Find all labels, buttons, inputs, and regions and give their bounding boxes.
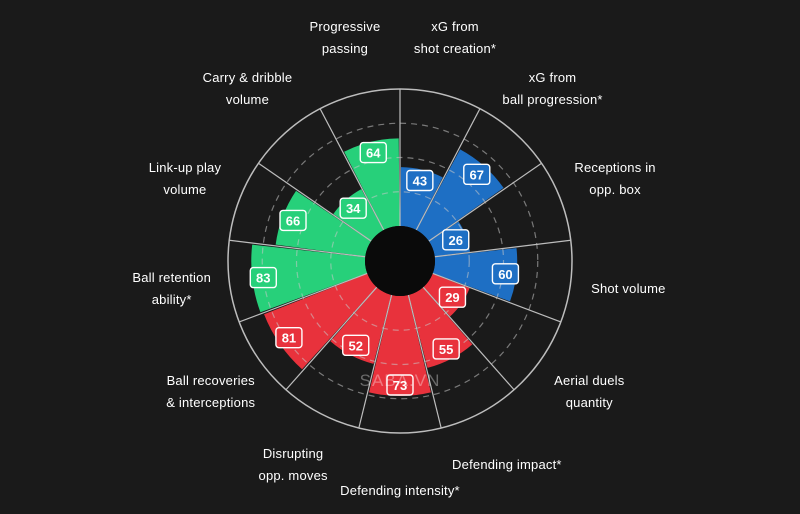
spoke-10 (238, 272, 368, 323)
value-badge-box (359, 141, 387, 164)
category-label: Ball recoveries & interceptions (166, 372, 256, 410)
value-label: 73 (393, 378, 407, 393)
grid-ring-1 (330, 191, 470, 331)
value-badge-box (339, 197, 367, 219)
value-badge-4: 60 (491, 263, 520, 285)
center-hole (365, 226, 435, 296)
value-badge-box (438, 286, 467, 308)
value-badge-9: 81 (275, 326, 303, 349)
value-label: 52 (349, 338, 363, 353)
value-badge-box (491, 263, 520, 285)
value-badge-2: 67 (463, 163, 491, 186)
value-badge-7: 73 (386, 374, 414, 396)
spoke-6 (422, 286, 515, 391)
value-badge-13: 64 (359, 141, 387, 164)
value-badge-box (463, 163, 491, 186)
spoke-2 (415, 108, 481, 231)
spoke-12 (258, 162, 372, 242)
spoke-7 (407, 294, 442, 429)
bar-4 (432, 248, 518, 302)
value-badge-box (275, 326, 303, 349)
category-label: Defending impact* (452, 456, 562, 472)
value-badge-box (442, 229, 470, 251)
value-label: 64 (366, 146, 381, 161)
value-label: 60 (498, 267, 512, 282)
category-label: Progressive passing (309, 18, 381, 56)
value-badge-box (249, 266, 277, 289)
grid-ring-3 (261, 122, 539, 400)
bar-11 (275, 190, 371, 257)
spoke-11 (229, 239, 366, 258)
value-badge-12: 34 (339, 197, 367, 219)
spoke-5 (432, 272, 562, 323)
value-badge-1: 43 (406, 169, 434, 192)
value-badge-box (342, 334, 370, 357)
category-label: Link-up play volume (148, 160, 222, 198)
spoke-4 (434, 239, 571, 258)
category-label: Defending intensity* (340, 483, 460, 498)
value-label: 67 (470, 167, 484, 182)
category-label: Disrupting opp. moves (258, 445, 328, 483)
value-label: 66 (286, 213, 300, 228)
spoke-9 (285, 286, 378, 391)
value-label: 43 (413, 173, 427, 188)
category-label: Shot volume (591, 280, 666, 296)
value-label: 34 (346, 201, 361, 216)
value-badge-box (432, 338, 460, 360)
category-label: Ball retention ability* (132, 269, 212, 307)
value-badge-6: 55 (432, 338, 460, 360)
category-label: xG from ball progression* (502, 69, 603, 107)
spoke-8 (358, 294, 393, 429)
category-label: Carry & dribble volume (202, 69, 293, 107)
spoke-3 (428, 162, 542, 242)
value-badge-11: 66 (279, 209, 307, 232)
value-badge-box (406, 169, 434, 192)
value-label: 55 (439, 342, 453, 357)
category-label: xG from shot creation* (413, 18, 497, 56)
bar-7 (369, 295, 431, 397)
value-badge-5: 29 (438, 286, 467, 308)
bar-10 (251, 244, 368, 313)
value-label: 83 (256, 271, 270, 286)
value-label: 29 (445, 290, 459, 305)
category-label: Aerial duels quantity (554, 372, 625, 410)
value-badge-box (279, 209, 307, 232)
value-badge-10: 83 (249, 266, 277, 289)
category-label: Receptions in opp. box (574, 160, 656, 198)
watermark-text: SABA.VN (359, 371, 441, 390)
value-label: 26 (449, 233, 463, 248)
value-badge-box (386, 374, 414, 396)
value-badge-3: 26 (442, 229, 470, 251)
value-label: 81 (282, 331, 296, 346)
spoke-13 (319, 108, 385, 231)
value-badge-8: 52 (342, 334, 370, 357)
